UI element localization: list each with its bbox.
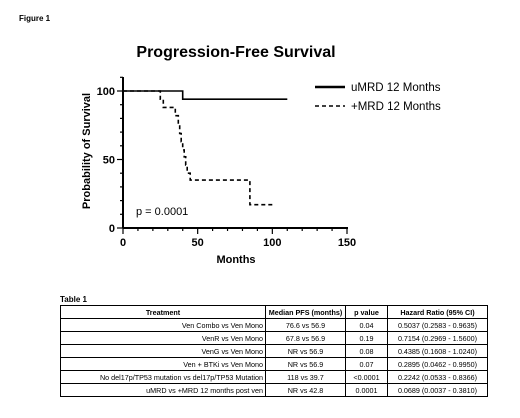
table-label: Table 1: [60, 295, 87, 304]
table-cell: Ven + BTKi vs Ven Mono: [60, 357, 266, 371]
legend-entry-1: uMRD 12 Months: [351, 82, 441, 94]
axes: 0 50 100 0 50 100 150: [97, 76, 356, 249]
table-header-cell: Hazard Ratio (95% CI): [387, 305, 488, 319]
table-cell: 0.04: [345, 318, 388, 332]
x-axis-label: Months: [216, 254, 255, 266]
p-value-annotation: p = 0.0001: [136, 206, 188, 218]
table-row: No del17p/TP53 mutation vs del17p/TP53 M…: [60, 370, 488, 384]
table-cell: 0.0689 (0.0037 - 0.3810): [387, 383, 488, 397]
table-cell: 76.6 vs 56.9: [265, 318, 346, 332]
y-axis-label: Probability of Survival: [81, 93, 93, 209]
table-cell: 0.5037 (0.2583 - 0.9635): [387, 318, 488, 332]
series-line-1: [123, 90, 288, 100]
table-cell: 0.7154 (0.2969 - 1.5600): [387, 331, 488, 345]
table-row: VenG vs Ven Mono NR vs 56.9 0.08 0.4385 (0.…: [60, 344, 488, 358]
legend-entry-2: +MRD 12 Months: [351, 101, 441, 113]
table-row: uMRD vs +MRD 12 months post ven NR vs 42.…: [60, 383, 488, 397]
table-cell: 0.4385 (0.1608 - 1.0240): [387, 344, 488, 358]
table-cell: 0.07: [345, 357, 388, 371]
table-cell: NR vs 56.9: [265, 357, 346, 371]
table-cell: VenR vs Ven Mono: [60, 331, 266, 345]
table-cell: 0.0001: [345, 383, 388, 397]
table-header-row: Treatment Median PFS (months) p value Hazar…: [60, 305, 488, 319]
table-header-cell: p value: [345, 305, 388, 319]
x-tick-label: 100: [263, 237, 281, 249]
table-cell: VenG vs Ven Mono: [60, 344, 266, 358]
table-row: VenR vs Ven Mono 67.8 vs 56.9 0.19 0.7154 (…: [60, 331, 488, 345]
x-tick-label: 0: [120, 237, 126, 249]
series-line-2: [123, 90, 273, 206]
table-row: Ven Combo vs Ven Mono 76.6 vs 56.9 0.04 0.5…: [60, 318, 488, 332]
results-table: Treatment Median PFS (months) p value Hazar…: [60, 305, 488, 397]
table-cell: 0.19: [345, 331, 388, 345]
legend: uMRD 12 Months +MRD 12 Months: [315, 82, 441, 113]
x-tick-label: 150: [338, 237, 356, 249]
table-cell: No del17p/TP53 mutation vs del17p/TP53 M…: [60, 370, 266, 384]
x-tick-label: 50: [192, 237, 204, 249]
table-cell: NR vs 56.9: [265, 344, 346, 358]
y-tick-label: 0: [109, 223, 115, 235]
chart-title: Progression-Free Survival: [136, 44, 335, 61]
table-header-cell: Treatment: [60, 305, 266, 319]
table-row: Ven + BTKi vs Ven Mono NR vs 56.9 0.07 0.28…: [60, 357, 488, 371]
y-tick-label: 50: [103, 155, 115, 167]
table-cell: uMRD vs +MRD 12 months post ven: [60, 383, 266, 397]
survival-chart: Progression-Free Survival Probability of…: [81, 44, 441, 266]
table-cell: 0.2242 (0.0533 - 0.8366): [387, 370, 488, 384]
y-tick-label: 100: [97, 86, 115, 98]
table-header-cell: Median PFS (months): [265, 305, 346, 319]
series-lines: [123, 90, 288, 206]
table-cell: 118 vs 39.7: [265, 370, 346, 384]
table-cell: NR vs 42.8: [265, 383, 346, 397]
table-cell: <0.0001: [345, 370, 388, 384]
table-cell: 0.08: [345, 344, 388, 358]
table-cell: 67.8 vs 56.9: [265, 331, 346, 345]
figure-label: Figure 1: [19, 14, 51, 23]
table-cell: Ven Combo vs Ven Mono: [60, 318, 266, 332]
table-cell: 0.2895 (0.0462 - 0.9950): [387, 357, 488, 371]
